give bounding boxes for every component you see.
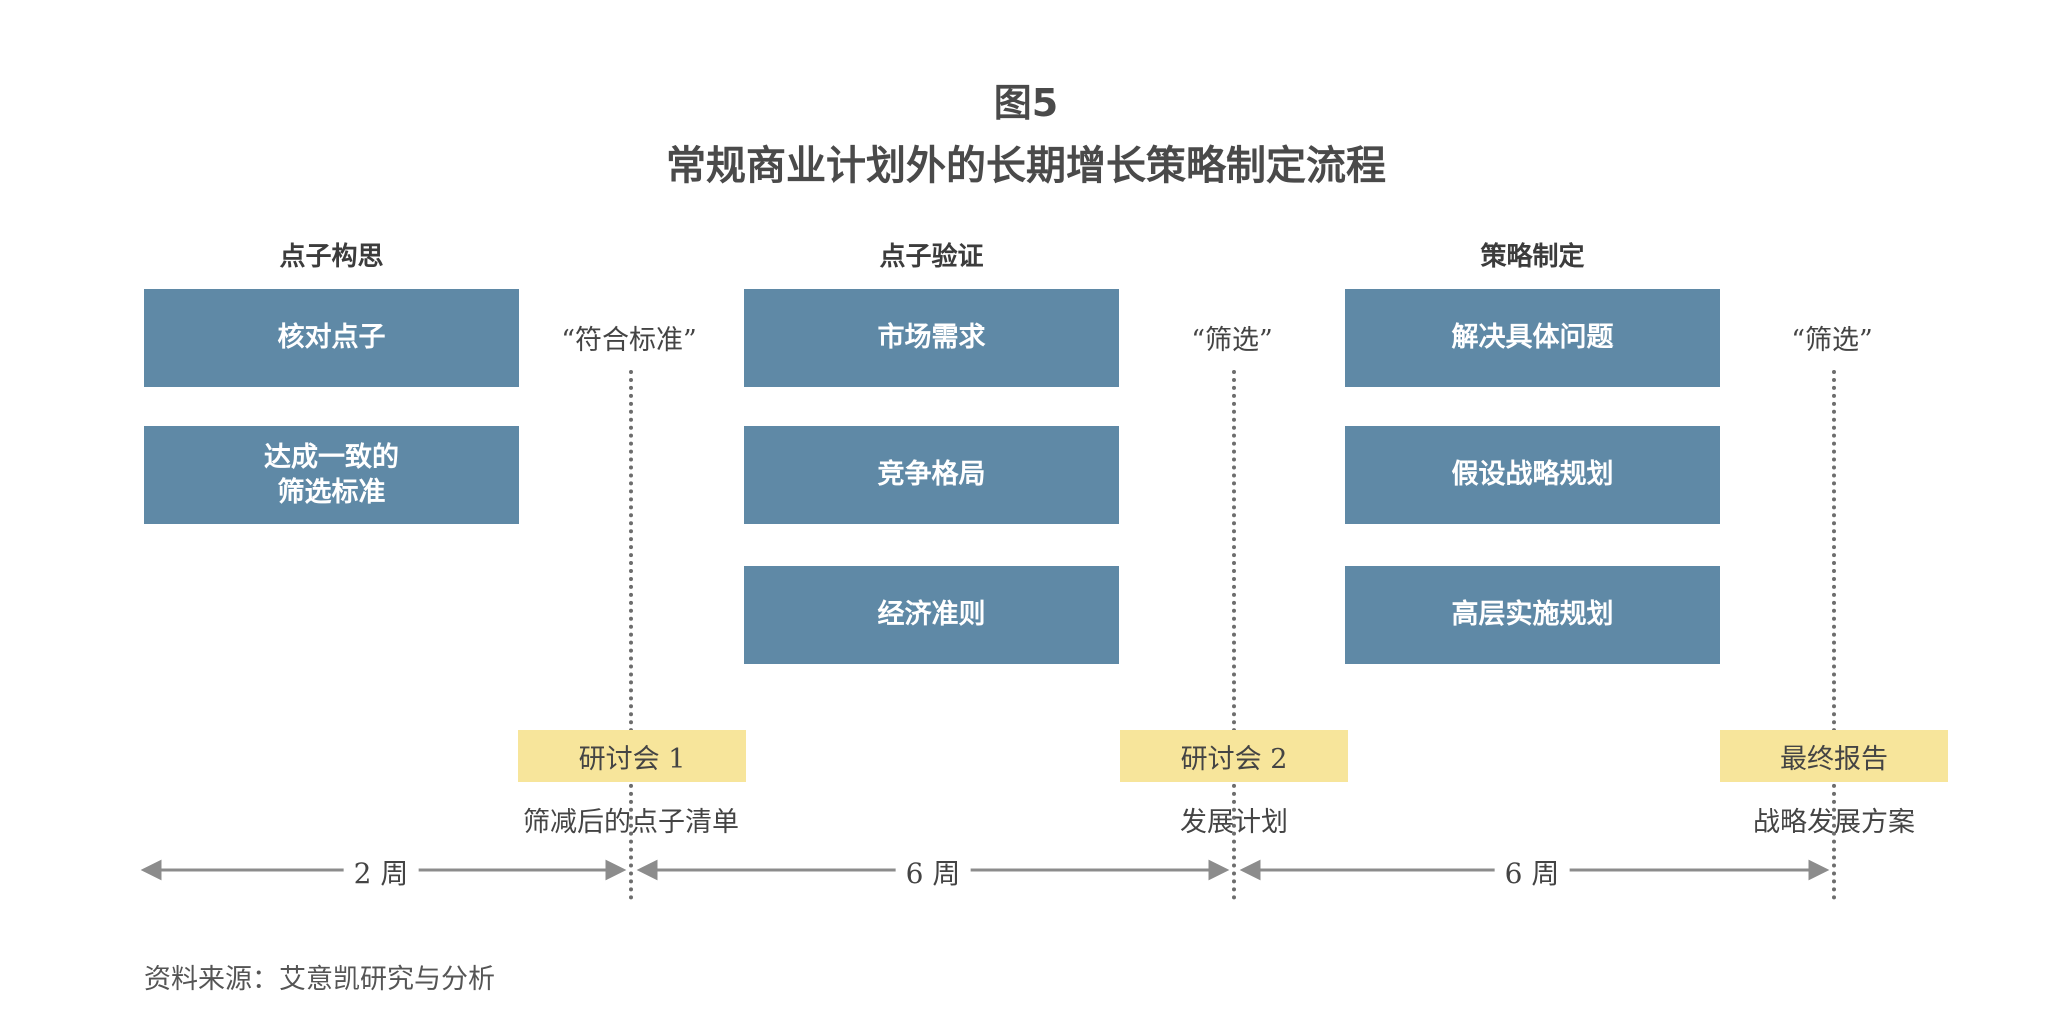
arrowhead-left-1	[140, 859, 162, 881]
arrowhead-right-2	[1208, 859, 1230, 881]
arrowhead-right-3	[1808, 859, 1830, 881]
phase-title-strategy: 策略制定	[1480, 242, 1585, 272]
figure-number: 图5	[993, 81, 1059, 125]
arrowhead-right-1	[605, 859, 627, 881]
activity-box-solve-problems: 解决具体问题	[1345, 289, 1720, 387]
duration-label-2: 6 周	[895, 852, 971, 892]
arrowhead-left-2	[636, 859, 658, 881]
milestone-workshop-1: 研讨会 1	[518, 730, 746, 782]
source-note: 资料来源：艾意凯研究与分析	[144, 964, 495, 995]
activity-box-economic-criteria: 经济准则	[744, 566, 1119, 664]
figure-title: 常规商业计划外的长期增长策略制定流程	[666, 143, 1386, 189]
activity-box-executive-planning: 高层实施规划	[1345, 566, 1720, 664]
gate-line-2	[1232, 370, 1236, 900]
activity-box-hypothesis-planning: 假设战略规划	[1345, 426, 1720, 524]
milestone-workshop-2: 研讨会 2	[1120, 730, 1348, 782]
output-development-plan: 发展计划	[1180, 807, 1288, 838]
duration-label-1: 2 周	[343, 852, 419, 892]
output-shortlist: 筛减后的点子清单	[523, 807, 739, 838]
milestone-final-report: 最终报告	[1720, 730, 1948, 782]
activity-box-competitive-landscape: 竞争格局	[744, 426, 1119, 524]
activity-box-market-demand: 市场需求	[744, 289, 1119, 387]
criteria-label-1: “符合标准”	[561, 325, 697, 356]
duration-label-3: 6 周	[1494, 852, 1570, 892]
gate-line-3	[1832, 370, 1836, 900]
arrowhead-left-3	[1239, 859, 1261, 881]
activity-box-agree-criteria: 达成一致的 筛选标准	[144, 426, 519, 524]
gate-line-1	[629, 370, 633, 900]
activity-box-check-ideas: 核对点子	[144, 289, 519, 387]
criteria-label-2: “筛选”	[1191, 325, 1273, 356]
phase-title-validation: 点子验证	[879, 242, 984, 272]
phase-title-ideation: 点子构思	[279, 242, 384, 272]
criteria-label-3: “筛选”	[1791, 325, 1873, 356]
output-strategy-plan: 战略发展方案	[1753, 807, 1915, 838]
